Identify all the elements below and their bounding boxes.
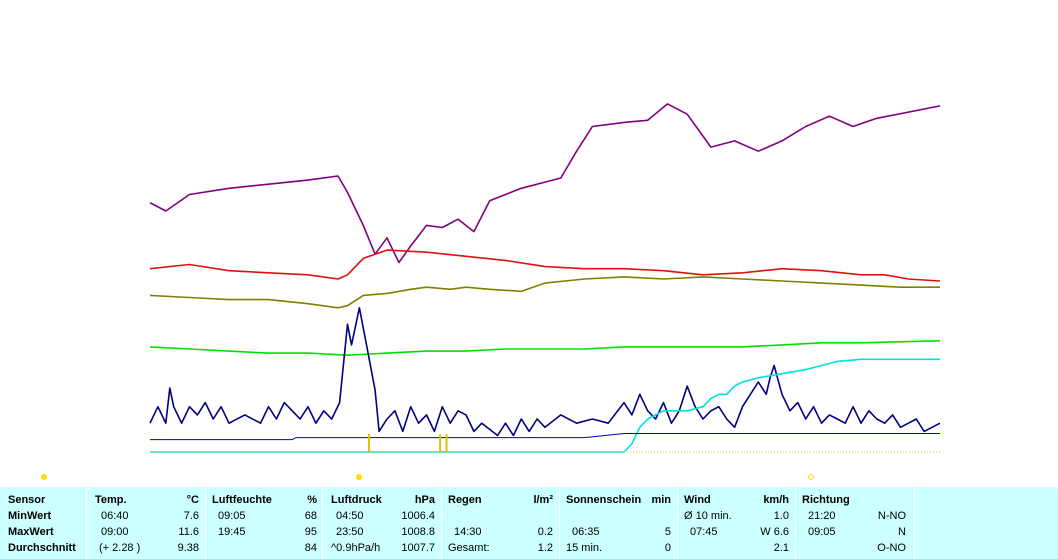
cell-value: O-NO — [877, 542, 906, 554]
col-unit: hPa — [414, 494, 435, 506]
weather-chart — [149, 103, 941, 453]
cell-label: Gesamt: — [448, 542, 490, 554]
sunshine-series-line — [150, 358, 940, 453]
cell-value: W 6.6 — [760, 526, 789, 538]
col-header: Luftfeuchte — [212, 494, 272, 506]
cell-value: 0.2 — [537, 526, 553, 538]
col-header: Temp. — [95, 494, 127, 506]
wind-series-line — [149, 306, 941, 437]
cell-time: 14:30 — [454, 526, 482, 538]
cell-value: 1008.8 — [401, 526, 435, 538]
col-pressure: Luftdruck hPa 04:50 1006.4 23:50 1008.8 … — [323, 487, 442, 559]
cell-time: 06:35 — [572, 526, 600, 538]
cell-value: 1.2 — [537, 542, 553, 554]
cell-value: 95 — [304, 526, 317, 538]
cell-value: 9.38 — [177, 542, 199, 554]
humidity-series-line — [149, 340, 941, 357]
col-direction: Richtung 21:20 N-NO 09:05 N O-NO — [796, 487, 915, 559]
col-sunshine: Sonnenschein min 06:35 5 15 min. 0 — [560, 487, 678, 559]
cell-value: N — [898, 526, 906, 538]
cell-value: 68 — [304, 510, 317, 522]
cell-value: 1.0 — [773, 510, 789, 522]
col-unit: °C — [186, 494, 199, 506]
cell-value: 7.6 — [183, 510, 199, 522]
sun-marker-2 — [356, 474, 362, 480]
col-rain: Regen l/m² 14:30 0.2 Gesamt: 1.2 — [442, 487, 560, 559]
pressure-series-line — [149, 103, 941, 264]
rain-bar — [445, 434, 448, 452]
col-header: Regen — [448, 494, 482, 506]
col-humidity: Luftfeuchte % 09:05 68 19:45 95 84 — [206, 487, 323, 559]
stats-panel: Sensor MinWert MaxWert Durchschnitt Temp… — [0, 487, 1058, 559]
rain-bar — [439, 434, 442, 452]
row-label: Durchschnitt — [8, 542, 76, 554]
sun-marker-3 — [808, 474, 814, 480]
cell-time: 07:45 — [690, 526, 718, 538]
col-header: Luftdruck — [331, 494, 382, 506]
cell-label: Ø 10 min. — [684, 510, 732, 522]
cell-time: 09:00 — [101, 526, 129, 538]
series-layer — [149, 103, 941, 453]
col-unit: min — [651, 494, 671, 506]
cell-value: 84 — [304, 542, 317, 554]
col-temp: Temp. °C 06:40 7.6 09:00 11.6 (+ 2.28 ) … — [87, 487, 206, 559]
cell-value: 1006.4 — [401, 510, 435, 522]
cell-time: 09:05 — [218, 510, 246, 522]
cell-value: 0 — [664, 542, 671, 554]
row-label: MaxWert — [8, 526, 54, 538]
cell-value: 2.1 — [773, 542, 789, 554]
cell-value: 1007.7 — [401, 542, 435, 554]
cell-value: 11.6 — [178, 526, 199, 538]
cell-value: 5 — [664, 526, 671, 538]
cell-time: 21:20 — [808, 510, 836, 522]
rain-layer — [368, 434, 448, 452]
cell-time: 04:50 — [336, 510, 364, 522]
rain-bar — [368, 434, 370, 452]
cell-time: 09:05 — [808, 526, 836, 538]
cell-trend: ^0.9hPa/h — [331, 542, 381, 554]
wind-average-line — [150, 433, 940, 441]
col-unit: % — [307, 494, 317, 506]
cell-value: N-NO — [877, 510, 906, 522]
cell-time: (+ 2.28 ) — [99, 542, 141, 554]
cell-time: 23:50 — [336, 526, 364, 538]
col-header: Wind — [684, 494, 711, 506]
col-unit: km/h — [763, 494, 789, 506]
cell-label: 15 min. — [566, 542, 603, 554]
dewpoint-series-line — [149, 276, 940, 309]
col-header: Richtung — [802, 494, 850, 506]
col-header: Sensor — [8, 494, 46, 506]
col-header: Sonnenschein — [566, 494, 642, 506]
sun-marker-1 — [41, 474, 47, 480]
cell-time: 19:45 — [218, 526, 246, 538]
col-unit: l/m² — [533, 494, 553, 506]
temperature-series-line — [149, 249, 941, 282]
row-label: MinWert — [8, 510, 52, 522]
cell-time: 06:40 — [101, 510, 129, 522]
col-wind: Wind km/h Ø 10 min. 1.0 07:45 W 6.6 2.1 — [678, 487, 796, 559]
col-sensor: Sensor MinWert MaxWert Durchschnitt — [0, 487, 87, 559]
